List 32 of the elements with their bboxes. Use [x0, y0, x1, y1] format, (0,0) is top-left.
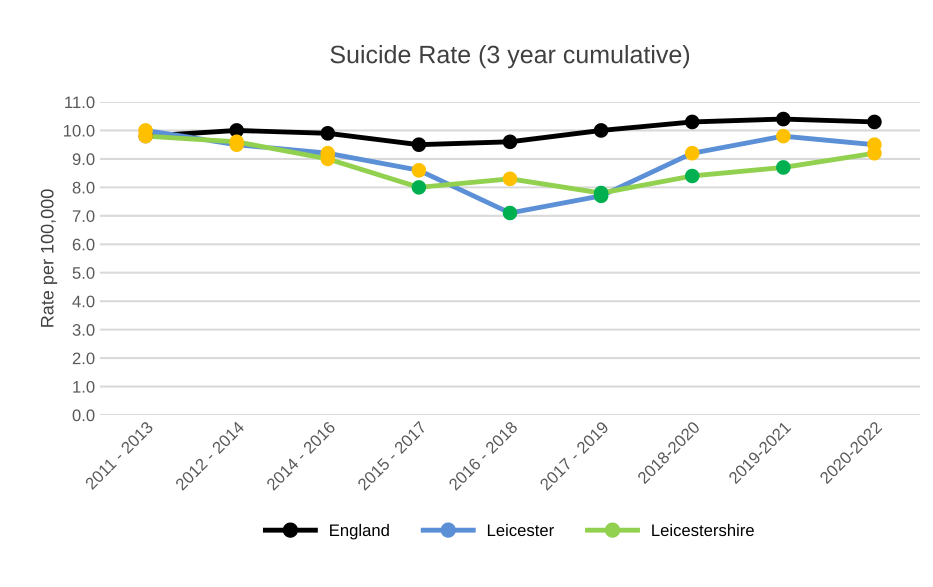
y-tick-label: 9.0 — [72, 153, 94, 166]
point — [502, 172, 518, 186]
y-tick-label: 3.0 — [72, 324, 94, 336]
point — [320, 126, 336, 141]
point — [684, 114, 700, 130]
y-tick-label: 4.0 — [72, 296, 94, 308]
y-axis-title: Rate per 100,000 — [40, 189, 58, 327]
y-tick-label: 5.0 — [72, 267, 94, 279]
y-tick-label: 8.0 — [72, 182, 94, 194]
y-tick-label: 1.0 — [73, 380, 94, 393]
y-tick-label: 7.0 — [72, 210, 94, 222]
point — [776, 160, 791, 175]
point — [867, 114, 882, 130]
chart-title: Suicide Rate (3 year cumulative) — [330, 44, 690, 68]
point — [776, 112, 791, 126]
legend-label: Leicestershire — [652, 524, 754, 536]
legend-label: England — [330, 524, 389, 540]
point — [684, 168, 700, 184]
y-tick-label: 2.0 — [72, 352, 94, 364]
y-tick-label: 10.0 — [64, 124, 94, 137]
point — [412, 137, 426, 152]
point — [502, 134, 518, 150]
point — [594, 123, 608, 138]
point — [776, 128, 791, 144]
point — [502, 206, 518, 220]
point — [684, 146, 700, 160]
y-tick-label: 11.0 — [65, 96, 94, 108]
point — [412, 180, 426, 195]
y-tick-label: 0.0 — [72, 409, 94, 422]
y-tick-label: 6.0 — [72, 238, 94, 250]
point — [412, 163, 426, 178]
legend-label: Leicester — [488, 524, 554, 536]
